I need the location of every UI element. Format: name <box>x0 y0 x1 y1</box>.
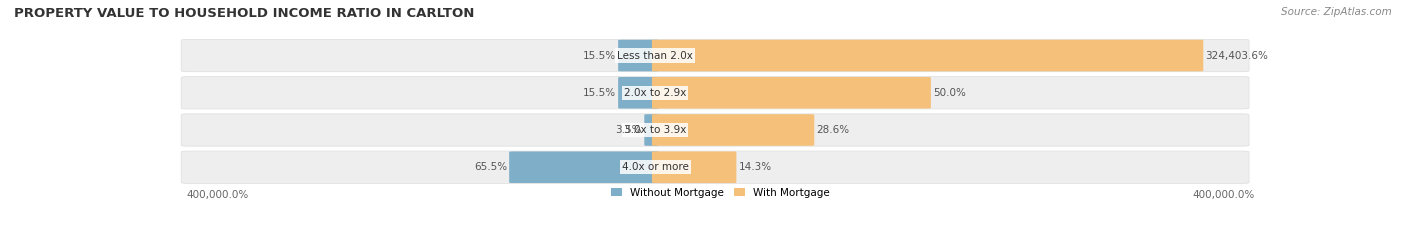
Text: 15.5%: 15.5% <box>583 51 616 61</box>
Text: Source: ZipAtlas.com: Source: ZipAtlas.com <box>1281 7 1392 17</box>
Text: 2.0x to 2.9x: 2.0x to 2.9x <box>624 88 686 98</box>
FancyBboxPatch shape <box>652 40 1204 71</box>
Text: 4.0x or more: 4.0x or more <box>621 162 689 172</box>
FancyBboxPatch shape <box>181 151 1249 183</box>
FancyBboxPatch shape <box>619 40 658 71</box>
FancyBboxPatch shape <box>181 114 1249 146</box>
FancyBboxPatch shape <box>619 77 658 109</box>
FancyBboxPatch shape <box>652 114 814 146</box>
Text: 65.5%: 65.5% <box>474 162 508 172</box>
Text: 3.0x to 3.9x: 3.0x to 3.9x <box>624 125 686 135</box>
FancyBboxPatch shape <box>644 114 658 146</box>
FancyBboxPatch shape <box>181 39 1249 72</box>
FancyBboxPatch shape <box>181 77 1249 109</box>
Text: PROPERTY VALUE TO HOUSEHOLD INCOME RATIO IN CARLTON: PROPERTY VALUE TO HOUSEHOLD INCOME RATIO… <box>14 7 474 20</box>
Text: 28.6%: 28.6% <box>817 125 849 135</box>
Text: 15.5%: 15.5% <box>583 88 616 98</box>
FancyBboxPatch shape <box>652 77 931 109</box>
Text: 14.3%: 14.3% <box>738 162 772 172</box>
Text: Less than 2.0x: Less than 2.0x <box>617 51 693 61</box>
FancyBboxPatch shape <box>652 151 737 183</box>
Text: 3.5%: 3.5% <box>616 125 643 135</box>
Text: 400,000.0%: 400,000.0% <box>1192 190 1254 200</box>
Text: 324,403.6%: 324,403.6% <box>1205 51 1268 61</box>
FancyBboxPatch shape <box>509 151 658 183</box>
Legend: Without Mortgage, With Mortgage: Without Mortgage, With Mortgage <box>607 184 834 202</box>
Text: 50.0%: 50.0% <box>934 88 966 98</box>
Text: 400,000.0%: 400,000.0% <box>187 190 249 200</box>
